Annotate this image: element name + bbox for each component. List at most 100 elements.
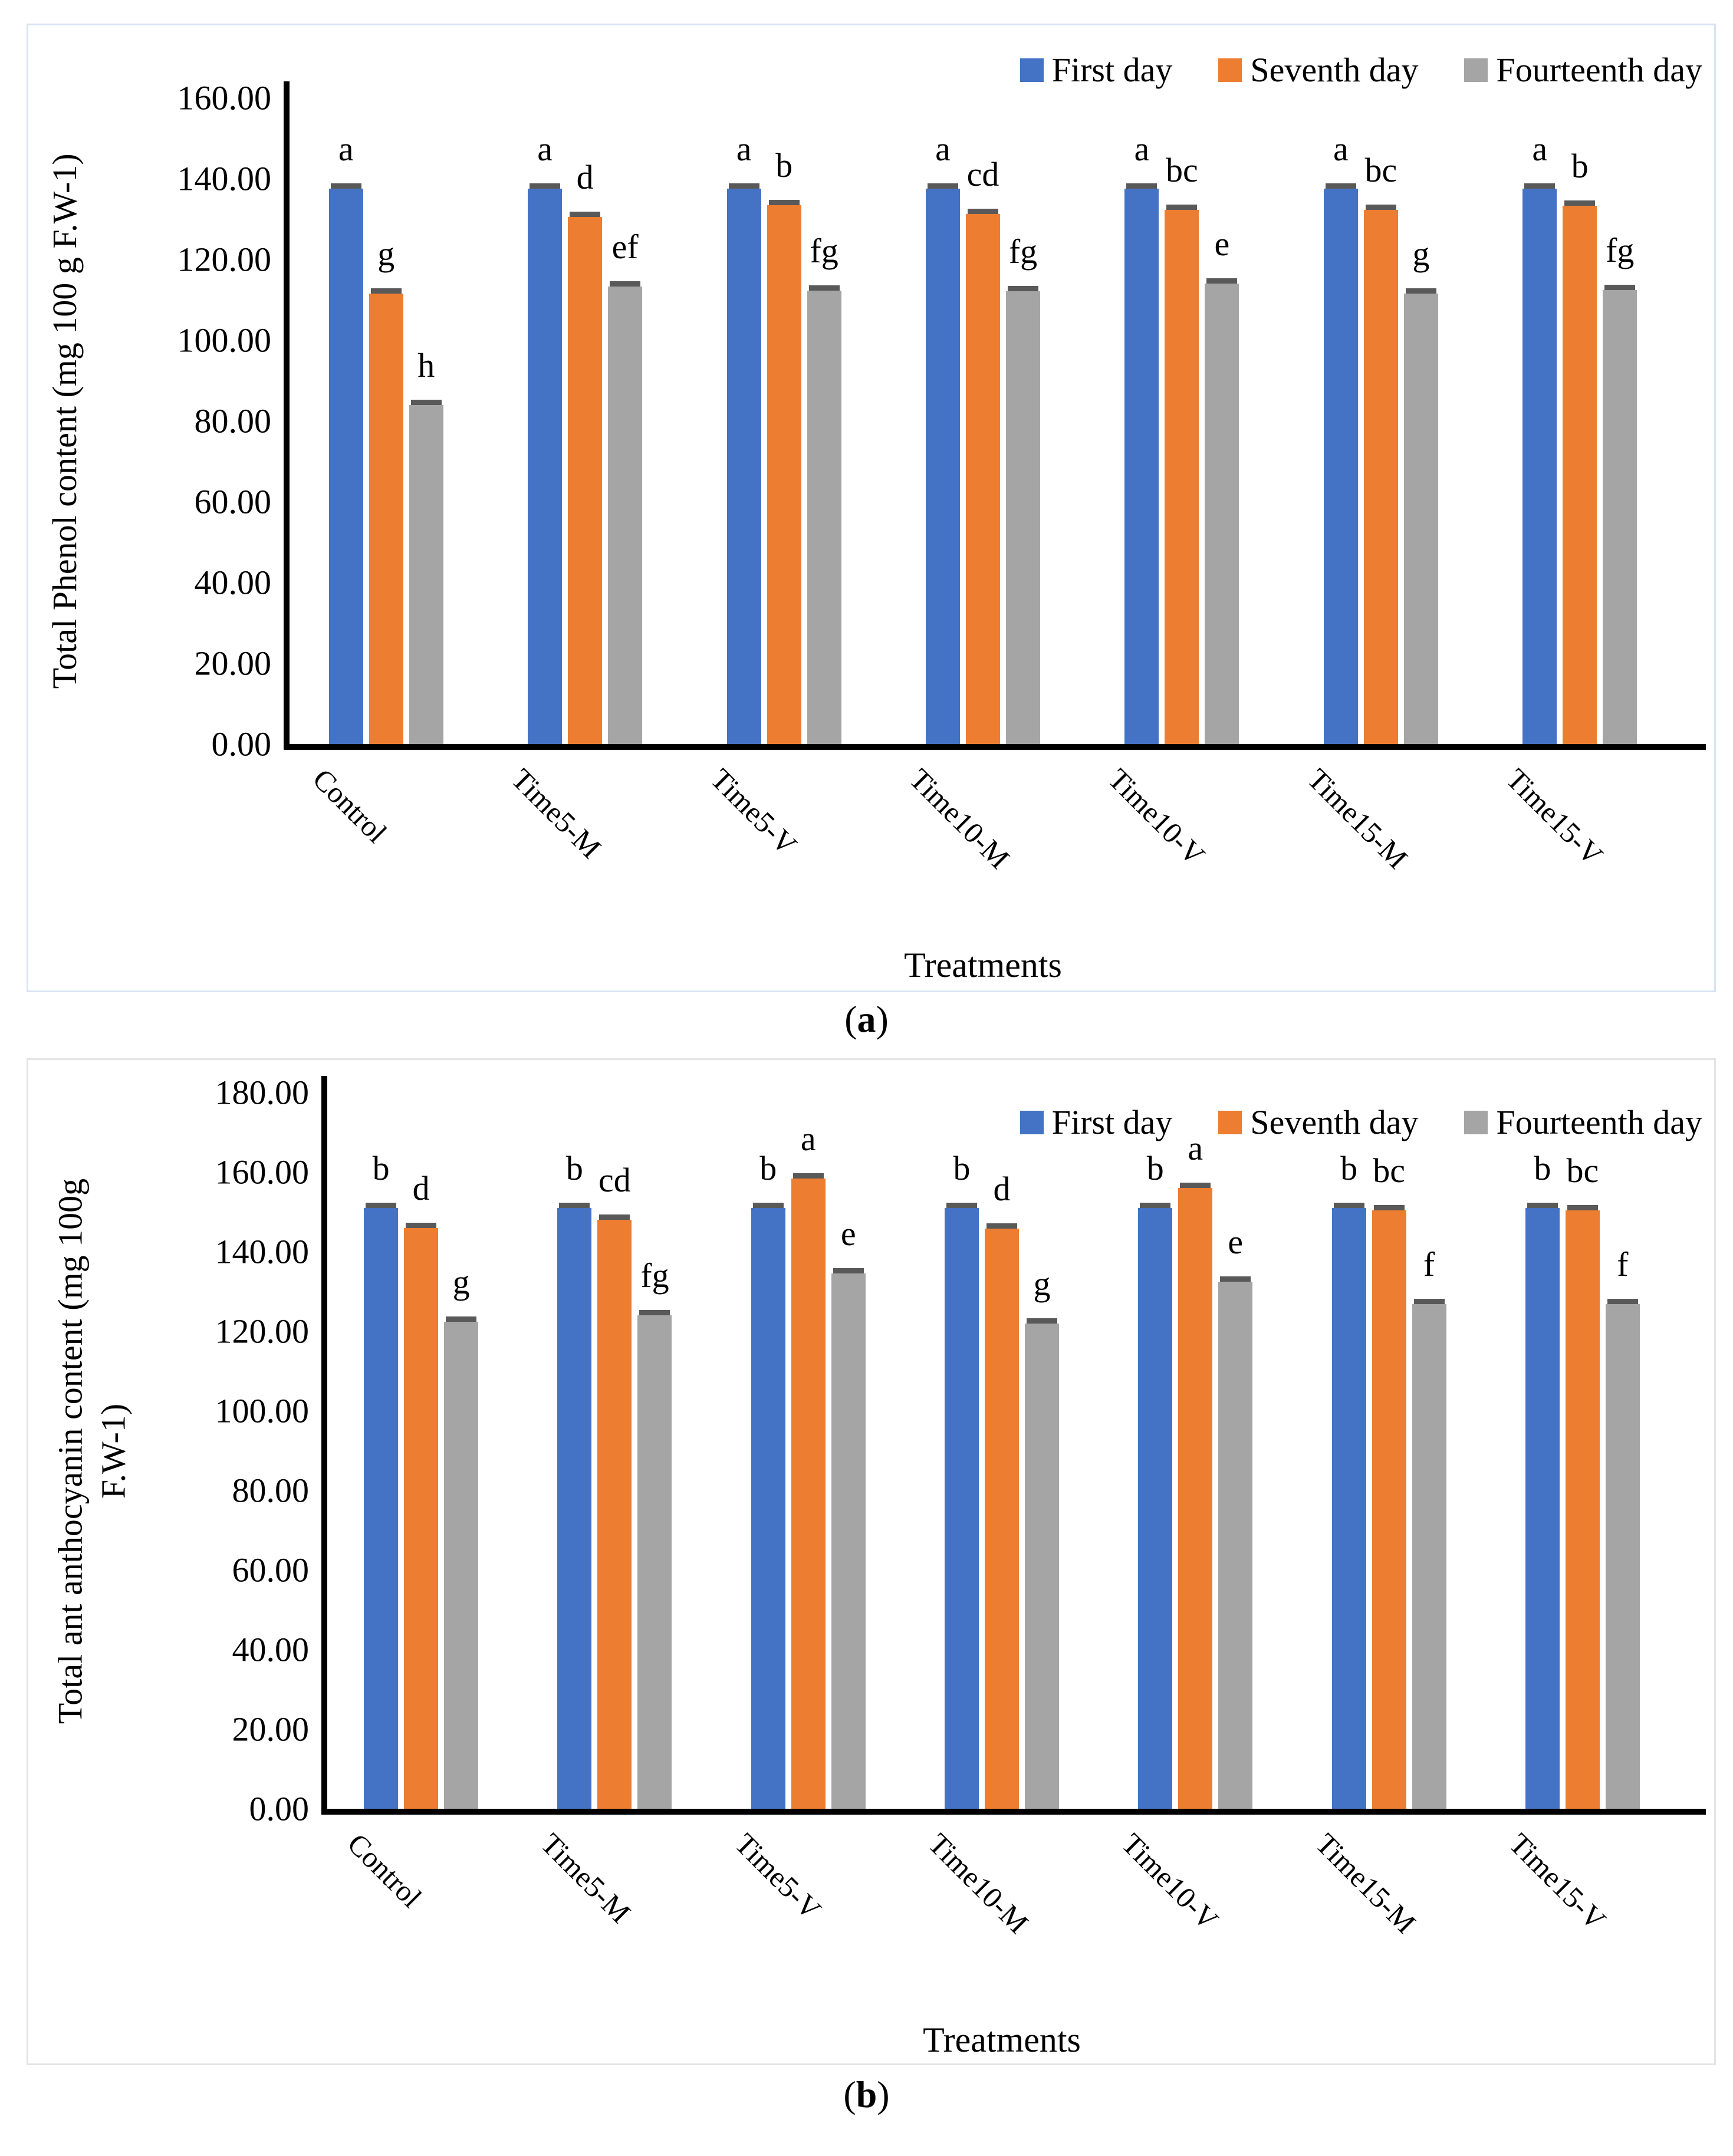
legend-label: First day: [1051, 51, 1173, 89]
caption-b-prefix: (: [843, 2073, 856, 2115]
significance-letter: a: [1134, 130, 1150, 169]
error-bar-cap: [530, 183, 561, 189]
error-bar-cap: [1567, 1205, 1598, 1211]
error-bar-cap: [1527, 1202, 1558, 1208]
legend-label: First day: [1051, 1103, 1173, 1141]
error-bar-cap: [570, 212, 601, 218]
x-axis-category-label: Time15-V: [1499, 762, 1610, 872]
y-axis-tick-label: 80.00: [232, 1471, 310, 1510]
error-bar-cap: [1604, 285, 1636, 291]
legend-item: First day: [1020, 50, 1173, 90]
y-axis-tick-label: 20.00: [232, 1710, 310, 1749]
bar: [364, 1207, 399, 1809]
x-axis-line: [321, 1809, 1706, 1815]
y-axis-tick-label: 120.00: [215, 1312, 310, 1351]
bar: [1323, 189, 1358, 744]
bar: [1178, 1188, 1213, 1809]
significance-letter: fg: [1008, 232, 1038, 271]
error-bar-cap: [559, 1202, 590, 1208]
significance-letter: ef: [611, 227, 639, 266]
legend-swatch-seventh-day: [1218, 1110, 1242, 1134]
x-axis-category-label: Time10-V: [1115, 1826, 1225, 1937]
legend-swatch-fourteenth-day: [1464, 58, 1488, 82]
error-bar-cap: [768, 199, 800, 205]
significance-letter: a: [736, 130, 752, 169]
legend-item: Fourteenth day: [1464, 1102, 1702, 1142]
error-bar-cap: [410, 399, 442, 405]
bar: [1165, 210, 1199, 744]
significance-letter: bc: [1364, 151, 1397, 190]
bar: [831, 1273, 866, 1809]
y-axis-title: Total ant anthocyanin content (mg 100g F.…: [50, 1038, 135, 1864]
error-bar-cap: [1027, 1318, 1057, 1324]
bar: [751, 1207, 785, 1809]
bar: [1363, 210, 1398, 744]
legend-label: Seventh day: [1250, 1103, 1419, 1141]
legend-label: Fourteenth day: [1496, 51, 1702, 89]
error-bar-cap: [446, 1316, 477, 1322]
y-axis-title-line: F.W-1): [94, 1403, 132, 1499]
bar: [637, 1315, 672, 1809]
error-bar-cap: [808, 285, 840, 291]
y-axis-title-line: Total Phenol content (mg 100 g F.W-1): [45, 153, 84, 689]
error-bar-cap: [833, 1268, 864, 1274]
y-axis-tick-label: 100.00: [177, 321, 272, 360]
x-axis-category-label: Time15-M: [1309, 1826, 1422, 1940]
bar: [444, 1322, 479, 1809]
bar: [1205, 284, 1239, 744]
significance-letter: cd: [599, 1161, 631, 1199]
y-axis-tick-label: 180.00: [215, 1073, 310, 1112]
legend-label: Seventh day: [1250, 51, 1419, 89]
significance-letter: a: [800, 1120, 816, 1158]
legend-label: Fourteenth day: [1496, 1103, 1702, 1141]
chart-panel-a: 0.00 20.00 40.00 60.00 80.00 100.00 120.00 140.…: [27, 24, 1716, 992]
bar: [1124, 189, 1159, 744]
error-bar-cap: [1325, 183, 1356, 189]
bar: [409, 404, 443, 744]
error-bar-cap: [1206, 278, 1238, 284]
bar: [528, 189, 563, 744]
y-axis-tick-label: 60.00: [194, 482, 272, 521]
significance-letter: b: [1571, 146, 1589, 185]
significance-letter: fg: [810, 232, 838, 271]
error-bar-cap: [406, 1222, 437, 1228]
caption-a-letter: a: [857, 998, 876, 1040]
error-bar-cap: [986, 1223, 1017, 1229]
error-bar-cap: [1180, 1183, 1211, 1188]
error-bar-cap: [1333, 1202, 1364, 1208]
y-axis-line: [321, 1076, 327, 1812]
y-axis-title-line: Total ant anthocyanin content (mg 100g: [51, 1178, 90, 1724]
x-axis-category-label: Control: [306, 762, 394, 850]
legend-swatch-seventh-day: [1218, 58, 1242, 82]
error-bar-cap: [370, 288, 402, 294]
y-axis-line: [284, 81, 290, 747]
significance-letter: a: [537, 130, 553, 169]
legend-item: Seventh day: [1218, 1102, 1418, 1142]
bar: [1565, 1210, 1600, 1809]
error-bar-cap: [639, 1310, 670, 1315]
caption-b: (b): [0, 2073, 1733, 2116]
significance-letter: d: [993, 1169, 1011, 1208]
caption-b-suffix: ): [877, 2073, 890, 2115]
bar: [404, 1227, 439, 1809]
bar: [1218, 1282, 1253, 1809]
error-bar-cap: [946, 1202, 977, 1208]
y-axis-tick-label: 120.00: [177, 240, 272, 279]
x-axis-category-label: Time15-V: [1502, 1826, 1613, 1937]
x-axis-category-label: Time5-V: [728, 1826, 828, 1926]
bar: [1605, 1304, 1640, 1809]
x-axis-line: [284, 744, 1706, 750]
significance-letter: a: [935, 130, 951, 169]
legend: First day Seventh day Fourteenth day: [1020, 1102, 1702, 1142]
legend: First day Seventh day Fourteenth day: [1020, 50, 1702, 90]
bar: [557, 1207, 592, 1809]
significance-letter: fg: [1606, 231, 1635, 270]
legend-swatch-first-day: [1020, 58, 1044, 82]
y-axis-tick-label: 0.00: [211, 725, 272, 763]
bar: [1412, 1304, 1446, 1809]
legend-swatch-first-day: [1020, 1110, 1044, 1134]
significance-letter: f: [1423, 1245, 1435, 1284]
bar: [807, 291, 841, 744]
error-bar-cap: [1524, 183, 1556, 189]
legend-item: Seventh day: [1218, 50, 1418, 90]
